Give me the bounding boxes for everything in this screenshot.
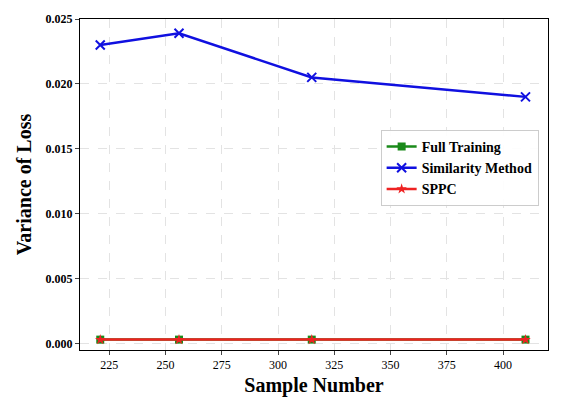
svg-text:Full Training: Full Training: [422, 140, 501, 155]
svg-text:0.025: 0.025: [46, 12, 73, 26]
svg-text:225: 225: [100, 358, 118, 372]
svg-text:400: 400: [494, 358, 512, 372]
svg-text:250: 250: [157, 358, 175, 372]
svg-text:0.000: 0.000: [46, 337, 73, 351]
svg-text:375: 375: [438, 358, 456, 372]
svg-text:0.020: 0.020: [46, 77, 73, 91]
svg-text:350: 350: [382, 358, 400, 372]
svg-text:Sample Number: Sample Number: [244, 374, 384, 397]
svg-text:Similarity Method: Similarity Method: [422, 161, 532, 176]
svg-text:0.005: 0.005: [46, 272, 73, 286]
svg-text:Variance of Loss: Variance of Loss: [13, 114, 35, 256]
svg-text:300: 300: [269, 358, 287, 372]
svg-text:0.015: 0.015: [46, 142, 73, 156]
svg-text:275: 275: [213, 358, 231, 372]
svg-text:SPPC: SPPC: [422, 182, 457, 197]
svg-text:0.010: 0.010: [46, 207, 73, 221]
svg-text:325: 325: [325, 358, 343, 372]
